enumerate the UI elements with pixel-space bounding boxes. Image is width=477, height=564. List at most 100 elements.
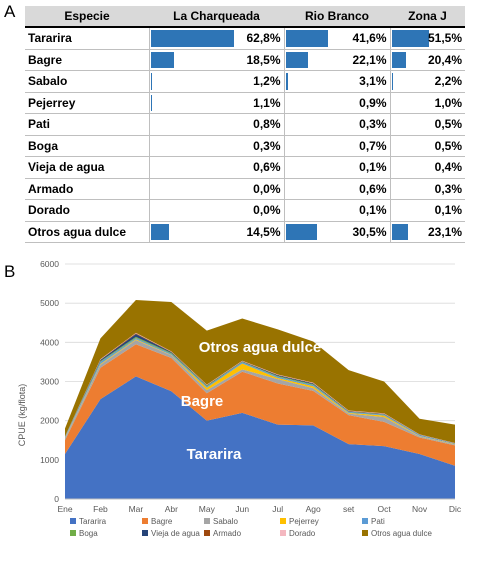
percentage-cell: 51,5%	[390, 26, 465, 50]
percentage-value: 1,1%	[253, 95, 281, 110]
species-name-cell: Sabalo	[25, 70, 150, 93]
percentage-value: 0,5%	[434, 117, 462, 132]
percentage-value: 0,7%	[359, 138, 387, 153]
species-name-cell: Pejerrey	[25, 92, 150, 114]
species-name-cell: Dorado	[25, 199, 150, 222]
percentage-cell: 0,3%	[284, 113, 391, 136]
percentage-cell: 41,6%	[284, 26, 391, 50]
y-axis-title: CPUE (kg/flota)	[17, 384, 27, 447]
legend-swatch-tararira	[70, 518, 76, 524]
legend-label-tararira: Tararira	[79, 517, 107, 526]
table-row: Tararira 62,8% 41,6% 51,5%	[25, 26, 465, 50]
species-name-cell: Vieja de agua	[25, 156, 150, 179]
legend-label-sabalo: Sabalo	[213, 517, 238, 526]
species-name-cell: Bagre	[25, 49, 150, 71]
data-bar	[150, 30, 234, 47]
area-boga	[65, 336, 455, 444]
data-bar	[285, 51, 308, 68]
species-name-cell: Otros agua dulce	[25, 221, 150, 243]
y-tick-label: 4000	[40, 337, 59, 347]
percentage-cell: 14,5%	[149, 221, 285, 243]
percentage-value: 0,4%	[434, 160, 462, 175]
percentage-value: 14,5%	[246, 224, 281, 239]
species-percentage-table: Especie La Charqueada Rio Branco Zona J …	[25, 6, 465, 243]
species-name-cell: Pati	[25, 113, 150, 136]
panel-label-b: B	[4, 262, 16, 281]
column-header-zona-j: Zona J	[390, 6, 465, 27]
percentage-cell: 0,5%	[390, 135, 465, 157]
annotation-bagre: Bagre	[181, 393, 224, 410]
percentage-value: 0,1%	[359, 203, 387, 218]
table-row: Boga 0,3% 0,7% 0,5%	[25, 135, 465, 157]
percentage-value: 1,2%	[253, 74, 281, 89]
percentage-value: 62,8%	[246, 31, 281, 46]
x-tick-label: set	[343, 504, 355, 514]
x-tick-label: Oct	[377, 504, 391, 514]
percentage-cell: 0,6%	[149, 156, 285, 179]
data-bar	[285, 223, 317, 240]
percentage-cell: 62,8%	[149, 26, 285, 50]
data-bar	[150, 51, 175, 68]
percentage-cell: 0,5%	[390, 113, 465, 136]
column-header-species: Especie	[25, 6, 149, 27]
percentage-cell: 0,0%	[149, 199, 285, 222]
y-tick-label: 1000	[40, 455, 59, 465]
legend-label-dorado: Dorado	[289, 529, 316, 538]
percentage-value: 18,5%	[246, 52, 281, 67]
column-header-la-charqueada: La Charqueada	[149, 6, 284, 27]
x-tick-label: Jun	[235, 504, 249, 514]
legend-swatch-boga	[70, 530, 76, 536]
legend-label-vieja-de-agua: Vieja de agua	[151, 529, 200, 538]
percentage-cell: 30,5%	[284, 221, 391, 243]
annotation-otros: Otros agua dulce	[199, 339, 322, 356]
legend-swatch-pati	[362, 518, 368, 524]
table-row: Otros agua dulce 14,5% 30,5% 23,1%	[25, 221, 465, 243]
area-pejerrey	[65, 339, 455, 445]
percentage-cell: 3,1%	[284, 70, 391, 93]
species-name-cell: Tararira	[25, 26, 150, 50]
x-tick-label: Dic	[449, 504, 462, 514]
percentage-cell: 2,2%	[390, 70, 465, 93]
percentage-value: 0,1%	[359, 160, 387, 175]
y-tick-label: 0	[54, 494, 59, 504]
legend-label-boga: Boga	[79, 529, 98, 538]
x-tick-label: May	[199, 504, 216, 514]
x-tick-label: Jul	[272, 504, 283, 514]
percentage-value: 41,6%	[352, 31, 387, 46]
percentage-cell: 0,4%	[390, 156, 465, 179]
percentage-value: 20,4%	[427, 52, 462, 67]
legend-swatch-dorado	[280, 530, 286, 536]
x-tick-label: Nov	[412, 504, 428, 514]
area-otros-agua-dulce	[65, 300, 455, 443]
percentage-value: 30,5%	[352, 224, 387, 239]
percentage-cell: 0,3%	[149, 135, 285, 157]
percentage-value: 51,5%	[427, 31, 462, 46]
table-body: Tararira 62,8% 41,6% 51,5% Bagre 18,5% 22,1% 20…	[25, 26, 465, 243]
data-bar	[150, 73, 152, 90]
percentage-value: 0,9%	[359, 95, 387, 110]
data-bar	[391, 223, 408, 240]
percentage-cell: 0,9%	[284, 92, 391, 114]
legend-swatch-bagre	[142, 518, 148, 524]
legend-swatch-sabalo	[204, 518, 210, 524]
legend-swatch-pejerrey	[280, 518, 286, 524]
percentage-value: 0,6%	[359, 181, 387, 196]
percentage-cell: 0,6%	[284, 178, 391, 200]
percentage-cell: 20,4%	[390, 49, 465, 71]
percentage-value: 0,3%	[359, 117, 387, 132]
data-bar	[285, 73, 288, 90]
table-row: Dorado 0,0% 0,1% 0,1%	[25, 199, 465, 222]
percentage-cell: 0,1%	[284, 199, 391, 222]
percentage-value: 3,1%	[359, 74, 387, 89]
percentage-value: 0,3%	[253, 138, 281, 153]
percentage-value: 0,8%	[253, 117, 281, 132]
x-tick-label: Mar	[129, 504, 144, 514]
area-sabalo	[65, 339, 455, 446]
species-name-cell: Armado	[25, 178, 150, 200]
y-tick-label: 6000	[40, 259, 59, 269]
percentage-value: 0,5%	[434, 138, 462, 153]
table-row: Pejerrey 1,1% 0,9% 1,0%	[25, 92, 465, 114]
area-bagre	[65, 344, 455, 466]
percentage-cell: 0,8%	[149, 113, 285, 136]
x-tick-label: Ene	[57, 504, 72, 514]
